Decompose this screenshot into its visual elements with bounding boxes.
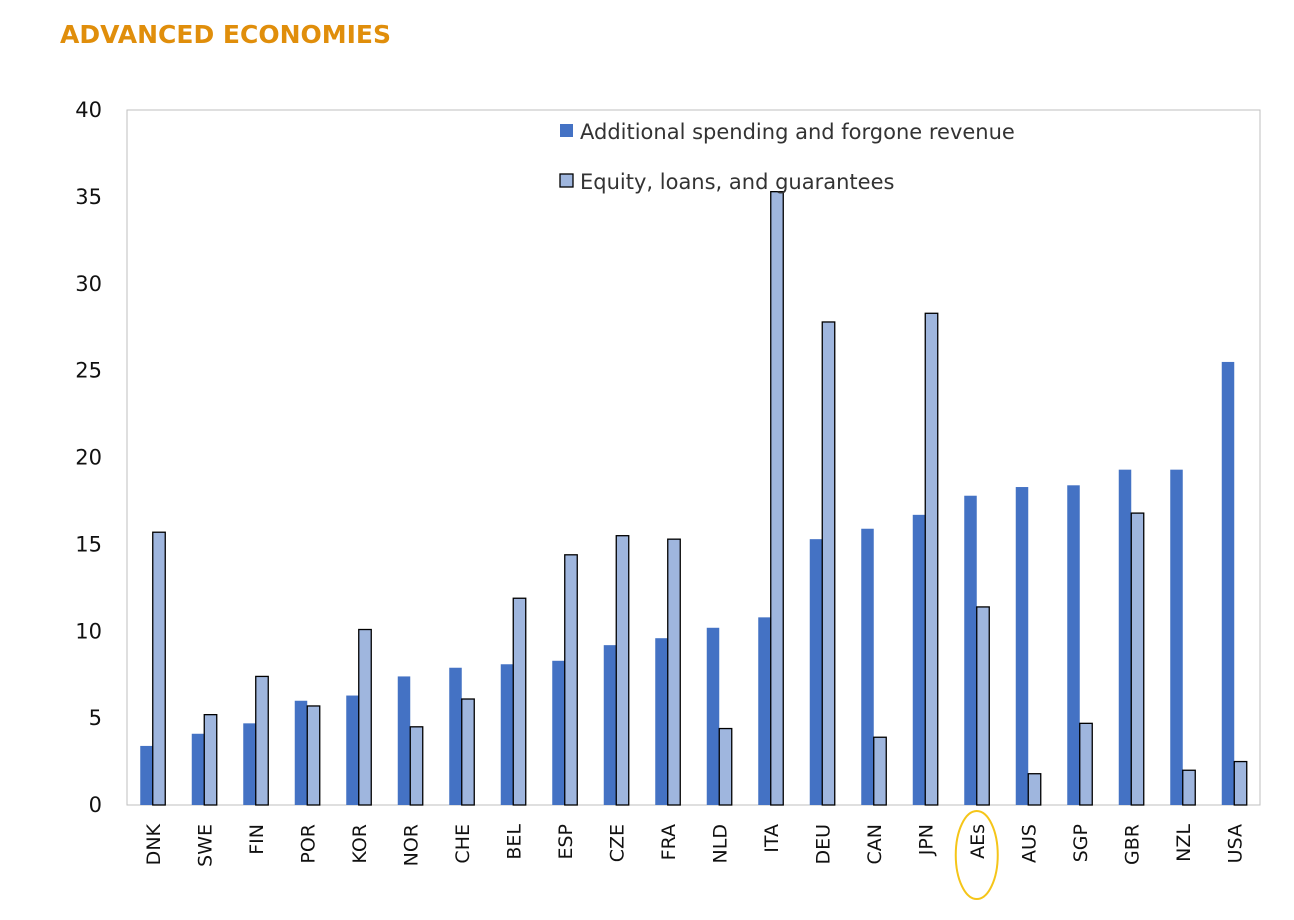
bar-equity-usa <box>1233 760 1248 806</box>
legend-label: Additional spending and forgone revenue <box>580 120 1015 144</box>
y-axis: 0 5 10 15 20 25 30 35 40 <box>75 98 102 817</box>
bar-spending-deu <box>809 539 823 805</box>
bars-layer <box>140 191 1248 806</box>
x-tick-label: AUS <box>1018 824 1040 863</box>
x-tick-label: ITA <box>761 824 783 853</box>
x-tick-label: BEL <box>503 824 525 860</box>
bar-spending-aus <box>1015 487 1029 805</box>
y-tick-label: 15 <box>75 532 102 556</box>
x-axis: DNK SWE FIN POR KOR NOR CHE BEL ESP CZE FRA NLD ITA D… <box>143 810 1246 900</box>
bar-spending-gbr <box>1118 469 1132 805</box>
bar-equity-por <box>306 705 321 806</box>
x-tick-label: FIN <box>246 824 268 855</box>
bar-spending-esp <box>552 660 565 805</box>
x-tick-label: SGP <box>1070 824 1092 862</box>
bar-spending-fra <box>655 638 668 805</box>
x-tick-label: CHE <box>452 824 474 864</box>
bar-equity-bel <box>512 597 527 806</box>
bar-spending-kor <box>346 695 359 805</box>
bar-equity-aus <box>1027 773 1042 806</box>
x-tick-label: KOR <box>349 824 371 864</box>
bar-spending-nld <box>706 627 720 805</box>
bar-equity-nld <box>718 727 733 806</box>
bar-equity-che <box>461 698 475 806</box>
legend-swatch <box>560 124 573 137</box>
bar-spending-cze <box>603 645 617 805</box>
bar-spending-aes <box>964 495 977 805</box>
x-tick-label: NZL <box>1173 824 1195 862</box>
bar-spending-jpn <box>912 514 926 805</box>
x-tick-label: FRA <box>658 824 680 860</box>
bar-spending-sgp <box>1067 485 1080 805</box>
bar-spending-can <box>861 528 874 805</box>
highlight-circle <box>954 810 999 900</box>
x-tick-label: NLD <box>709 824 731 863</box>
x-tick-label: CAN <box>864 824 886 864</box>
y-tick-label: 20 <box>75 446 102 470</box>
bar-spending-por <box>294 700 308 805</box>
y-tick-label: 25 <box>75 359 102 383</box>
bar-equity-nzl <box>1182 769 1196 806</box>
bar-equity-dnk <box>152 531 166 806</box>
x-tick-label: USA <box>1224 824 1246 863</box>
y-tick-label: 10 <box>75 619 102 643</box>
bar-equity-sgp <box>1079 722 1093 806</box>
bar-spending-che <box>449 667 462 805</box>
bar-equity-cze <box>615 535 630 806</box>
bar-equity-gbr <box>1130 512 1145 806</box>
bar-equity-deu <box>821 321 836 806</box>
x-tick-label: GBR <box>1121 824 1143 865</box>
x-tick-label: CZE <box>606 824 628 862</box>
bar-equity-fin <box>255 675 269 806</box>
x-tick-label: AEs <box>967 824 989 859</box>
bar-equity-can <box>873 736 887 806</box>
bar-equity-swe <box>203 714 218 806</box>
plot-area <box>126 109 1261 806</box>
bar-spending-bel <box>500 664 514 805</box>
bar-equity-aes <box>976 606 990 806</box>
bar-equity-jpn <box>924 312 939 806</box>
legend-swatch <box>559 173 574 188</box>
y-tick-label: 0 <box>89 793 102 817</box>
bar-spending-swe <box>191 733 205 805</box>
legend: Additional spending and forgone revenue E… <box>559 120 1015 194</box>
x-tick-label: DEU <box>812 824 834 865</box>
x-tick-label: DNK <box>143 823 165 865</box>
y-tick-label: 5 <box>89 706 102 730</box>
x-tick-label: NOR <box>400 824 422 866</box>
x-tick-label: POR <box>297 824 319 864</box>
bar-equity-kor <box>358 628 372 806</box>
bar-spending-usa <box>1221 361 1235 805</box>
chart-title: ADVANCED ECONOMIES <box>60 20 392 49</box>
legend-label: Equity, loans, and guarantees <box>580 170 894 194</box>
y-tick-label: 35 <box>75 185 102 209</box>
bar-equity-ita <box>770 191 784 806</box>
x-tick-label: JPN <box>915 824 937 856</box>
bar-spending-fin <box>243 723 256 805</box>
bar-equity-esp <box>564 554 578 806</box>
bar-equity-nor <box>409 726 424 806</box>
x-tick-label: ESP <box>555 824 577 860</box>
y-tick-label: 40 <box>75 98 102 122</box>
y-tick-label: 30 <box>75 272 102 296</box>
bar-spending-ita <box>758 617 771 805</box>
bar-equity-fra <box>667 538 681 806</box>
x-tick-label: SWE <box>194 824 216 867</box>
bar-spending-nor <box>397 676 411 805</box>
bar-spending-dnk <box>140 745 153 805</box>
bar-spending-nzl <box>1170 469 1183 805</box>
